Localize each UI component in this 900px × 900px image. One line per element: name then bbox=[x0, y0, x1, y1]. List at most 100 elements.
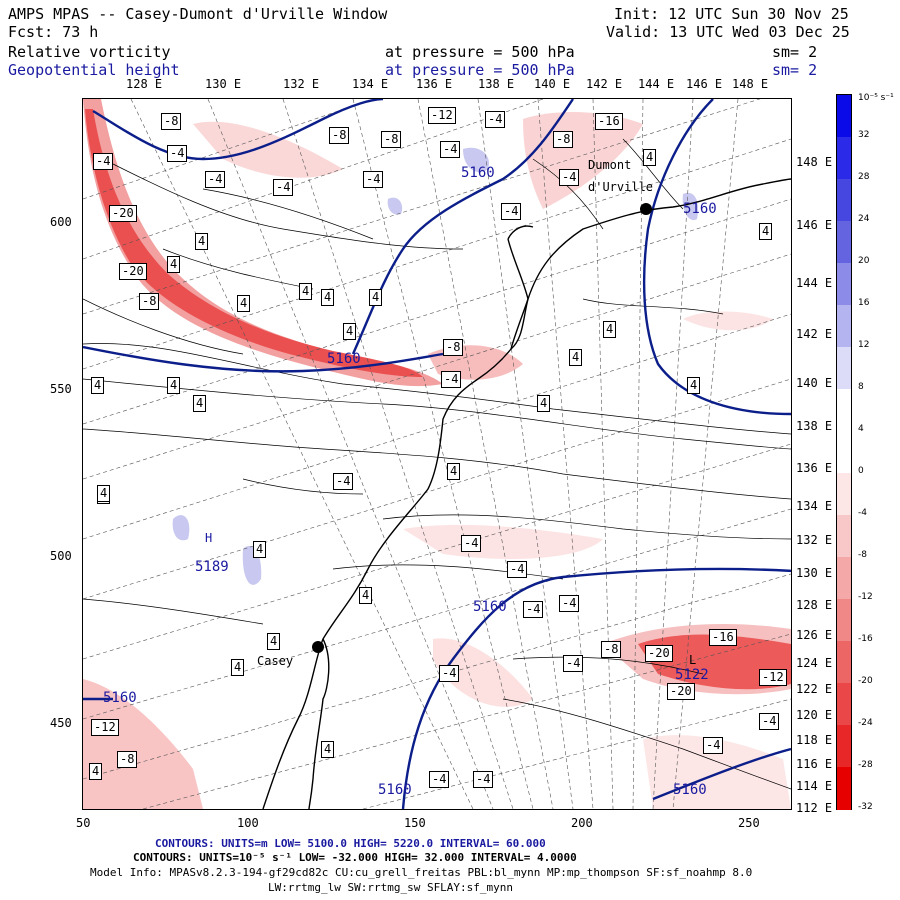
vorticity-label: -12 bbox=[91, 719, 119, 736]
right-lon-label: 142 E bbox=[796, 327, 833, 341]
vorticity-label: -8 bbox=[601, 641, 622, 658]
valid-time: Valid: 13 UTC Wed 03 Dec 25 bbox=[606, 23, 850, 41]
right-lon-label: 138 E bbox=[796, 419, 833, 433]
x-axis-label: 100 bbox=[237, 816, 259, 830]
vorticity-label: -4 bbox=[439, 665, 460, 682]
vorticity-label: -20 bbox=[667, 683, 695, 700]
colorbar-segment bbox=[837, 725, 851, 768]
footer-model-info: Model Info: MPASv8.2.3-194-gf29cd82c CU:… bbox=[90, 866, 753, 879]
vorticity-label: -8 bbox=[381, 131, 402, 148]
vorticity-label: 4 bbox=[91, 377, 105, 394]
low-value: 5122 bbox=[675, 667, 709, 683]
vorticity-label: -4 bbox=[559, 169, 580, 186]
vorticity-label: 4 bbox=[447, 463, 461, 480]
x-axis-label: 250 bbox=[738, 816, 760, 830]
vorticity-label: -4 bbox=[759, 713, 780, 730]
vorticity-contours bbox=[83, 138, 791, 790]
right-lon-label: 128 E bbox=[796, 598, 833, 612]
footer-height-contours: CONTOURS: UNITS=m LOW= 5100.0 HIGH= 5220… bbox=[155, 837, 546, 850]
colorbar-segment bbox=[837, 221, 851, 264]
colorbar-segment bbox=[837, 557, 851, 600]
vorticity-label: -4 bbox=[167, 145, 188, 162]
right-lon-label: 120 E bbox=[796, 708, 833, 722]
vorticity-label: -20 bbox=[645, 645, 673, 662]
vorticity-label: -12 bbox=[759, 669, 787, 686]
vorticity-label: 4 bbox=[253, 541, 267, 558]
vorticity-label: -8 bbox=[553, 131, 574, 148]
top-lon-label: 132 E bbox=[283, 77, 320, 91]
colorbar-tick-label: 24 bbox=[858, 214, 870, 224]
top-lon-label: 134 E bbox=[352, 77, 389, 91]
top-lon-label: 144 E bbox=[638, 77, 675, 91]
top-lon-label: 136 E bbox=[416, 77, 453, 91]
colorbar-segment bbox=[837, 473, 851, 516]
height-contour-label: 5160 bbox=[327, 351, 361, 367]
vorticity-label: -4 bbox=[205, 171, 226, 188]
colorbar-segment bbox=[837, 683, 851, 726]
vorticity-label: 4 bbox=[89, 763, 103, 780]
high-marker: H bbox=[205, 531, 213, 545]
vorticity-label: -8 bbox=[161, 113, 182, 130]
footer-physics-info: LW:rrtmg_lw SW:rrtmg_sw SFLAY:sf_mynn bbox=[268, 881, 514, 894]
vorticity-label: -8 bbox=[443, 339, 464, 356]
top-lon-label: 148 E bbox=[732, 77, 769, 91]
low-marker: L bbox=[689, 653, 697, 667]
right-lon-label: 134 E bbox=[796, 499, 833, 513]
vorticity-label: -4 bbox=[559, 595, 580, 612]
top-lon-label: 128 E bbox=[126, 77, 163, 91]
top-lon-label: 138 E bbox=[478, 77, 515, 91]
colorbar-segment bbox=[837, 641, 851, 684]
high-value: 5189 bbox=[195, 559, 229, 575]
vorticity-label: -12 bbox=[428, 107, 456, 124]
dumont-label: Dumont bbox=[588, 158, 632, 172]
vorticity-label: 4 bbox=[343, 323, 357, 340]
height-contour-label: 5160 bbox=[378, 782, 412, 798]
map-plot: Casey Dumont d'Urville H 5189 L 5122 516… bbox=[82, 98, 792, 810]
init-time: Init: 12 UTC Sun 30 Nov 25 bbox=[614, 5, 849, 23]
colorbar-tick-label: 28 bbox=[858, 172, 870, 182]
vorticity-label: 4 bbox=[687, 377, 701, 394]
x-axis-label: 200 bbox=[571, 816, 593, 830]
vorticity-label: 4 bbox=[537, 395, 551, 412]
colorbar-tick-label: 4 bbox=[858, 424, 864, 434]
field2-name: Geopotential height bbox=[8, 61, 180, 79]
colorbar-tick-label: -12 bbox=[858, 592, 873, 602]
casey-label: Casey bbox=[257, 654, 294, 668]
vorticity-label: -4 bbox=[363, 171, 384, 188]
top-lon-label: 130 E bbox=[205, 77, 242, 91]
y-axis-label: 500 bbox=[50, 549, 72, 563]
colorbar bbox=[836, 94, 852, 810]
vorticity-label: 4 bbox=[299, 283, 313, 300]
right-lon-label: 136 E bbox=[796, 461, 833, 475]
y-axis-label: 550 bbox=[50, 382, 72, 396]
colorbar-tick-label: -24 bbox=[858, 718, 873, 728]
vorticity-label: -8 bbox=[329, 127, 350, 144]
vorticity-label: -16 bbox=[709, 629, 737, 646]
colorbar-segment bbox=[837, 767, 851, 810]
top-lon-label: 142 E bbox=[586, 77, 623, 91]
height-contour-label: 5160 bbox=[683, 201, 717, 217]
colorbar-tick-label: -20 bbox=[858, 676, 873, 686]
x-axis-label: 50 bbox=[76, 816, 91, 830]
height-contour-label: 5160 bbox=[673, 782, 707, 798]
top-lon-label: 140 E bbox=[534, 77, 571, 91]
vorticity-label: -20 bbox=[109, 205, 137, 222]
map-title: AMPS MPAS -- Casey-Dumont d'Urville Wind… bbox=[8, 5, 388, 23]
right-lon-label: 118 E bbox=[796, 733, 833, 747]
vorticity-label: 4 bbox=[321, 741, 335, 758]
right-lon-label: 124 E bbox=[796, 656, 833, 670]
vorticity-label: 4 bbox=[369, 289, 383, 306]
right-lon-label: 114 E bbox=[796, 779, 833, 793]
vorticity-fill-positive bbox=[172, 147, 699, 585]
vorticity-label: 4 bbox=[569, 349, 583, 366]
vorticity-label: 4 bbox=[193, 395, 207, 412]
colorbar-segment bbox=[837, 389, 851, 432]
right-lon-label: 112 E bbox=[796, 801, 833, 815]
vorticity-label: -4 bbox=[563, 655, 584, 672]
colorbar-tick-label: 12 bbox=[858, 340, 870, 350]
vorticity-label: -4 bbox=[429, 771, 450, 788]
vorticity-label: -4 bbox=[441, 371, 462, 388]
colorbar-tick-label: 0 bbox=[858, 466, 864, 476]
colorbar-segment bbox=[837, 179, 851, 222]
vorticity-label: -4 bbox=[507, 561, 528, 578]
